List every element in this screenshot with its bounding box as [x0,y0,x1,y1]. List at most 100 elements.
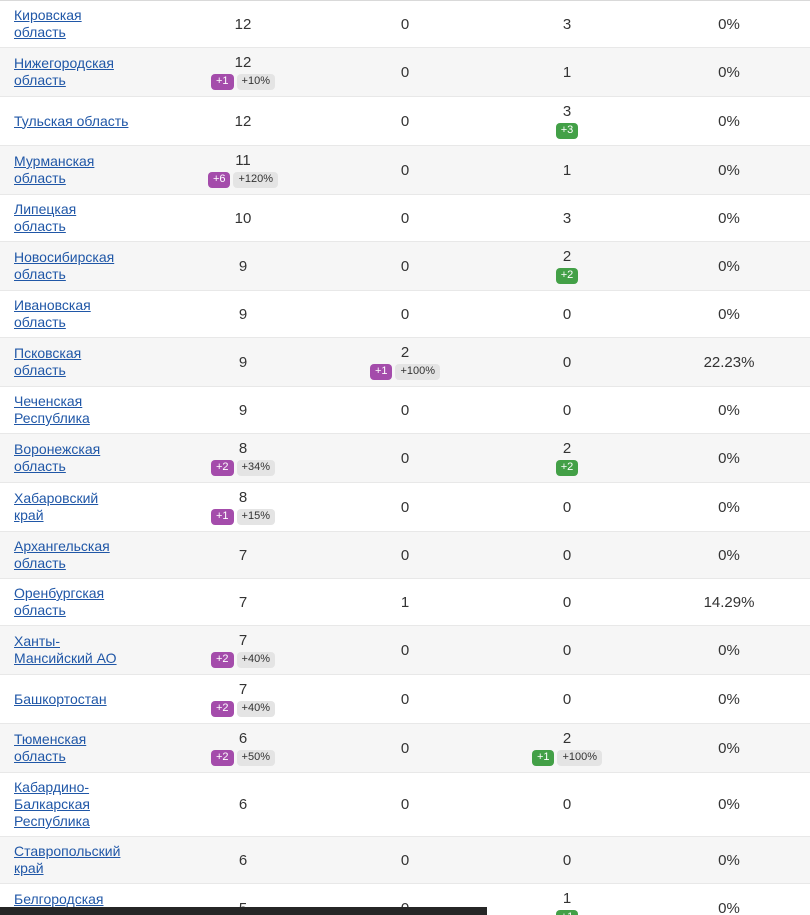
cases-badges: +2 +40% [162,701,324,717]
deaths-value: 0 [400,449,410,467]
region-link[interactable]: Чеченская Республика [14,393,90,426]
deaths-cell: 2 +1 +100% [324,344,486,380]
cases-cell: 7 [162,547,324,564]
cases-percent-badge: +40% [236,652,275,668]
recovered-cell: 0 [486,354,648,371]
table-row: Башкортостан 7 +2 +40% 0 0 0% [0,675,810,724]
mortality-value: 0% [718,15,740,33]
mortality-value: 0% [718,641,740,659]
table-row: Ханты-Мансийский АО 7 +2 +40% 0 0 0% [0,626,810,675]
recovered-cell: 0 [486,594,648,611]
deaths-cell: 0 [324,852,486,869]
cases-cell: 10 [162,210,324,227]
cases-percent-badge: +34% [236,460,275,476]
region-link[interactable]: Хабаровский край [14,490,99,523]
table-row: Чеченская Республика 9 0 0 0% [0,387,810,434]
cases-badges: +6 +120% [162,172,324,188]
region-link[interactable]: Псковская область [14,345,82,378]
cases-cell: 12 [162,113,324,130]
recovered-badges: +2 [486,268,648,284]
recovered-cell: 0 [486,402,648,419]
cases-cell: 8 +2 +34% [162,440,324,476]
region-cell: Башкортостан [0,691,162,708]
recovered-cell: 0 [486,547,648,564]
recovered-cell: 0 [486,796,648,813]
cases-value: 7 [238,632,248,649]
cases-delta-badge: +2 [211,460,234,476]
deaths-cell: 0 [324,258,486,275]
region-link[interactable]: Тульская область [14,112,129,129]
table-row: Нижегородская область 12 +1 +10% 0 1 0% [0,48,810,97]
mortality-cell: 0% [648,852,810,869]
region-link[interactable]: Ставропольский край [14,843,121,876]
region-cell: Ставропольский край [0,843,162,877]
region-link[interactable]: Башкортостан [14,690,107,707]
cases-percent-badge: +15% [236,509,275,525]
region-link[interactable]: Нижегородская область [14,55,114,88]
region-link[interactable]: Кабардино-Балкарская Республика [14,779,90,829]
recovered-cell: 2 +2 [486,248,648,284]
recovered-cell: 2 +2 [486,440,648,476]
recovered-delta-badge: +2 [555,268,579,284]
mortality-value: 0% [718,546,740,564]
region-cell: Кабардино-Балкарская Республика [0,779,162,830]
region-link[interactable]: Воронежская область [14,441,101,474]
recovered-cell: 2 +1 +100% [486,730,648,766]
mortality-value: 0% [718,739,740,757]
deaths-value: 0 [400,257,410,275]
table-row: Оренбургская область 7 1 0 14.29% [0,579,810,626]
bottom-overlay [0,907,487,915]
recovered-value: 0 [562,593,572,611]
deaths-value: 0 [400,112,410,130]
cases-cell: 6 +2 +50% [162,730,324,766]
cases-value: 6 [238,730,248,747]
cases-cell: 8 +1 +15% [162,489,324,525]
region-cell: Оренбургская область [0,585,162,619]
cases-value: 10 [234,209,252,227]
region-link[interactable]: Тюменская область [14,731,87,764]
region-cell: Нижегородская область [0,55,162,89]
cases-badges: +1 +10% [162,74,324,90]
mortality-value: 0% [718,449,740,467]
region-link[interactable]: Оренбургская область [14,585,105,618]
deaths-cell: 0 [324,402,486,419]
recovered-value: 0 [562,690,572,708]
deaths-value: 0 [400,209,410,227]
recovered-value: 0 [562,353,572,371]
table-row: Новосибирская область 9 0 2 +2 0% [0,242,810,291]
recovered-cell: 1 [486,64,648,81]
region-cell: Новосибирская область [0,249,162,283]
table-row: Архангельская область 7 0 0 0% [0,532,810,579]
deaths-delta-badge: +1 [369,364,393,380]
cases-value: 8 [238,489,248,506]
recovered-cell: 0 [486,691,648,708]
recovered-value: 3 [562,103,572,120]
mortality-cell: 0% [648,900,810,915]
recovered-percent-badge: +100% [557,750,603,766]
region-link[interactable]: Архангельская область [14,538,110,571]
region-cell: Архангельская область [0,538,162,572]
region-link[interactable]: Новосибирская область [14,249,115,282]
region-link[interactable]: Ивановская область [14,297,91,330]
cases-cell: 6 [162,796,324,813]
cases-cell: 9 [162,306,324,323]
recovered-cell: 3 +3 [486,103,648,139]
cases-delta-badge: +2 [211,652,234,668]
cases-cell: 7 +2 +40% [162,632,324,668]
deaths-cell: 0 [324,113,486,130]
mortality-cell: 0% [648,450,810,467]
region-link[interactable]: Липецкая область [14,201,77,234]
mortality-cell: 0% [648,258,810,275]
table-row: Кабардино-Балкарская Республика 6 0 0 0% [0,773,810,837]
cases-value: 12 [234,15,252,33]
cases-value: 12 [234,112,252,130]
mortality-cell: 14.29% [648,594,810,611]
region-cell: Хабаровский край [0,490,162,524]
region-link[interactable]: Кировская область [14,7,82,40]
region-link[interactable]: Ханты-Мансийский АО [14,633,117,666]
deaths-cell: 0 [324,796,486,813]
cases-value: 9 [238,305,248,323]
cases-percent-badge: +50% [236,750,275,766]
cases-delta-badge: +2 [211,750,234,766]
region-link[interactable]: Мурманская область [14,153,95,186]
